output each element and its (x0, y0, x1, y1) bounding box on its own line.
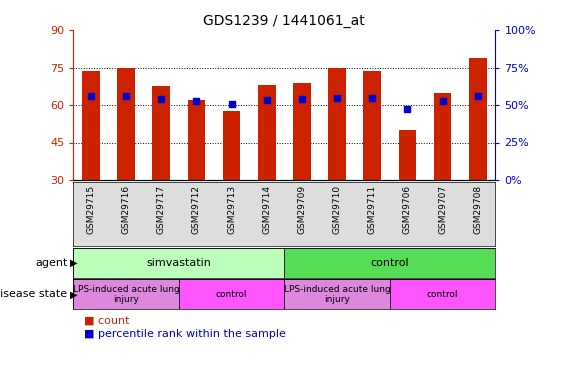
Text: control: control (370, 258, 409, 267)
Text: GSM29717: GSM29717 (157, 185, 166, 234)
Text: control: control (427, 290, 458, 299)
Bar (364, 71, 381, 180)
Bar (187, 100, 205, 180)
Text: ▶: ▶ (70, 258, 78, 267)
Point (403, 106, 412, 112)
Text: agent: agent (35, 258, 68, 267)
Text: GSM29713: GSM29713 (227, 185, 236, 234)
Text: GSM29714: GSM29714 (262, 185, 271, 234)
Bar (258, 85, 275, 180)
Text: ▶: ▶ (70, 290, 78, 299)
Bar (284, 248, 495, 278)
Title: GDS1239 / 1441061_at: GDS1239 / 1441061_at (203, 13, 365, 28)
Text: ■ count: ■ count (84, 315, 130, 326)
Text: GSM29711: GSM29711 (368, 185, 377, 234)
Bar (328, 68, 346, 180)
Bar (223, 111, 240, 180)
Point (438, 98, 447, 104)
Text: GSM29706: GSM29706 (403, 185, 412, 234)
Text: LPS-induced acute lung
injury: LPS-induced acute lung injury (284, 285, 391, 304)
Text: GSM29708: GSM29708 (473, 185, 482, 234)
Bar (399, 130, 416, 180)
Text: GSM29710: GSM29710 (333, 185, 342, 234)
Text: GSM29712: GSM29712 (192, 185, 201, 234)
Bar (117, 68, 135, 180)
Point (157, 96, 166, 102)
Bar (179, 279, 284, 309)
Text: ■ percentile rank within the sample: ■ percentile rank within the sample (84, 328, 287, 339)
Text: control: control (216, 290, 247, 299)
Text: disease state: disease state (0, 290, 68, 299)
Point (122, 93, 131, 99)
Bar (390, 279, 495, 309)
Bar (73, 248, 284, 278)
Point (368, 94, 377, 100)
Text: simvastatin: simvastatin (146, 258, 211, 267)
Text: GSM29715: GSM29715 (86, 185, 95, 234)
Point (333, 94, 342, 100)
Point (473, 93, 482, 99)
Text: GSM29716: GSM29716 (122, 185, 131, 234)
Text: GSM29709: GSM29709 (297, 185, 306, 234)
Point (227, 101, 236, 107)
Bar (284, 279, 390, 309)
Bar (469, 57, 486, 180)
Bar (293, 82, 311, 180)
Point (86, 93, 95, 99)
Point (297, 96, 306, 102)
Point (192, 98, 201, 104)
Bar (82, 71, 100, 180)
Bar (153, 86, 170, 180)
Text: LPS-induced acute lung
injury: LPS-induced acute lung injury (73, 285, 180, 304)
Point (262, 97, 271, 103)
Text: GSM29707: GSM29707 (438, 185, 447, 234)
Bar (434, 93, 452, 180)
Bar (73, 279, 179, 309)
